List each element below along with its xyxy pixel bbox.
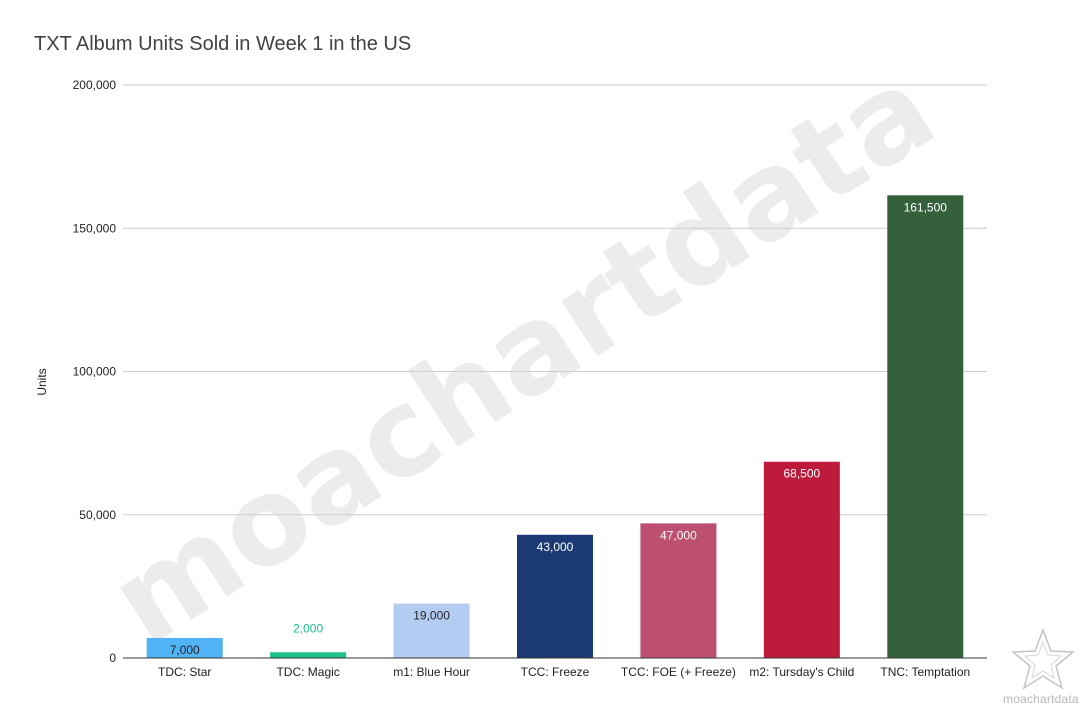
y-tick-label: 50,000 — [79, 508, 116, 522]
bar — [517, 534, 593, 658]
x-tick-label: m2: Tursday's Child — [749, 665, 854, 679]
x-tick-label: TCC: FOE (+ Freeze) — [621, 665, 736, 679]
data-label: 47,000 — [660, 528, 697, 542]
x-tick-label: TNC: Temptation — [880, 665, 970, 679]
chart-title: TXT Album Units Sold in Week 1 in the US — [34, 33, 412, 55]
data-label: 2,000 — [293, 621, 323, 635]
x-tick-label: TCC: Freeze — [521, 665, 590, 679]
star-outline-icon — [1011, 627, 1075, 690]
data-label: 68,500 — [784, 467, 821, 481]
y-tick-label: 150,000 — [73, 221, 117, 235]
bar — [763, 461, 840, 658]
logo-text: moachartdata — [1003, 692, 1079, 706]
bars: 7,000 2,000 19,000 43,000 47,000 68,500 161,50… — [146, 195, 964, 659]
y-tick-label: 0 — [109, 651, 116, 665]
bar — [270, 652, 347, 658]
x-tick-label: TDC: Star — [158, 665, 211, 679]
data-label: 7,000 — [170, 643, 200, 657]
data-label: 161,500 — [904, 200, 948, 214]
y-axis-ticks: 0 50,000 100,000 150,000 200,000 — [73, 78, 117, 665]
x-tick-label: m1: Blue Hour — [393, 665, 470, 679]
y-tick-label: 100,000 — [73, 365, 117, 379]
y-axis-title: Units — [35, 368, 49, 395]
x-axis-labels: TDC: Star TDC: Magic m1: Blue Hour TCC: Fre… — [158, 665, 970, 679]
data-label: 19,000 — [413, 609, 450, 623]
bar — [146, 637, 223, 658]
bar — [887, 195, 964, 659]
data-label: 43,000 — [537, 540, 574, 554]
gridlines — [123, 84, 987, 516]
bar — [640, 523, 717, 658]
bar — [393, 603, 470, 658]
x-tick-label: TDC: Magic — [276, 665, 339, 679]
y-tick-label: 200,000 — [73, 78, 117, 92]
